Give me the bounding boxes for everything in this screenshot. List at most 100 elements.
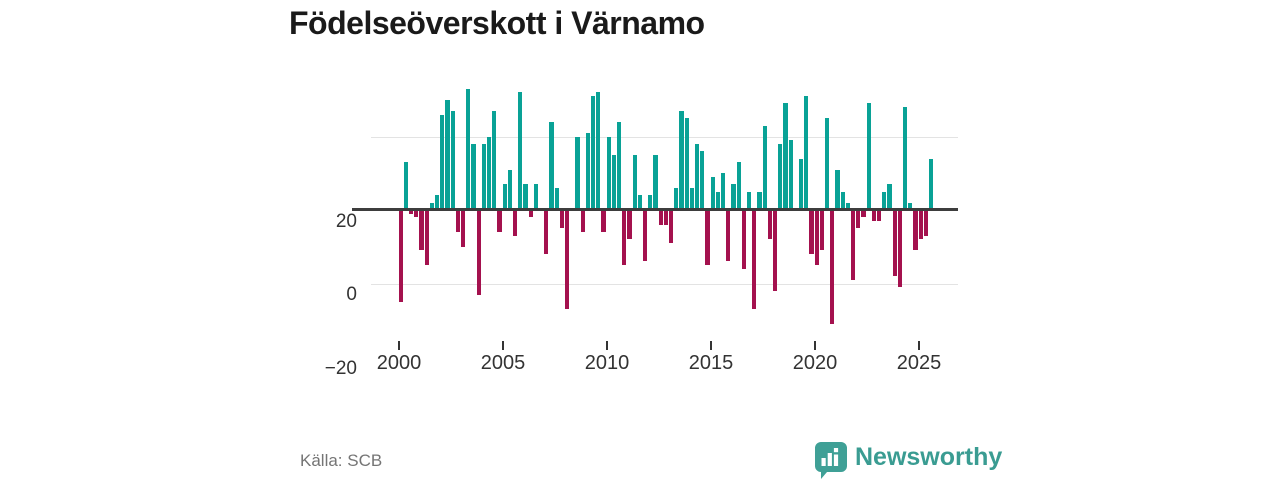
bar-2001-q1 — [419, 210, 424, 251]
bar-2018-q1 — [772, 210, 778, 291]
bar-2022-q2 — [861, 210, 866, 218]
bar-2009-q2 — [590, 96, 596, 210]
bar-2007-q3 — [554, 188, 559, 210]
x-tick-2020 — [814, 341, 816, 350]
bar-2021-q2 — [840, 191, 845, 210]
x-tick-label-2005: 2005 — [480, 352, 526, 374]
bar-2001-q4 — [434, 195, 440, 210]
bar-2006-q1 — [523, 184, 528, 210]
x-tick-2005 — [502, 341, 504, 350]
speech-bubble-chart-icon — [815, 442, 847, 479]
bar-2022-q3 — [866, 103, 871, 210]
bar-2004-q4 — [497, 210, 502, 232]
bar-2023-q4 — [892, 210, 897, 277]
bar-2004-q1 — [481, 143, 486, 210]
bar-2020-q1 — [814, 210, 819, 266]
bar-2019-q4 — [809, 210, 814, 255]
bar-2011-q3 — [637, 195, 642, 210]
bar-2015-q2 — [715, 191, 720, 210]
bar-2001-q3 — [429, 202, 434, 210]
bar-2024-q1 — [897, 210, 902, 288]
bar-2000-q1 — [398, 210, 403, 302]
bar-2007-q1 — [544, 210, 549, 255]
bar-2021-q3 — [845, 202, 850, 210]
x-tick-label-2025: 2025 — [896, 352, 942, 374]
bar-2014-q4 — [705, 210, 710, 266]
bar-2013-q3 — [679, 110, 684, 210]
bar-2014-q3 — [700, 151, 705, 210]
bar-2013-q2 — [674, 188, 679, 210]
bar-2016-q1 — [731, 184, 736, 210]
bar-2000-q3 — [408, 210, 414, 214]
bar-2011-q2 — [632, 154, 637, 210]
bar-2025-q2 — [923, 210, 928, 236]
y-axis-label-−20: −20 — [324, 358, 357, 379]
bar-2001-q2 — [424, 210, 429, 266]
bar-2024-q2 — [902, 107, 908, 210]
bar-2013-q1 — [668, 210, 674, 244]
bar-2024-q3 — [908, 202, 913, 210]
bar-2010-q4 — [622, 210, 627, 266]
x-tick-label-2015: 2015 — [688, 352, 734, 374]
bar-2006-q2 — [528, 210, 533, 218]
bar-2007-q2 — [549, 121, 554, 210]
bar-2014-q2 — [694, 143, 700, 210]
bar-2010-q3 — [616, 121, 622, 210]
bar-2011-q1 — [627, 210, 632, 240]
bar-2025-q1 — [918, 210, 923, 240]
bar-2012-q2 — [653, 154, 658, 210]
bar-2023-q3 — [887, 184, 892, 210]
bar-2019-q3 — [804, 96, 809, 210]
bar-2022-q1 — [856, 210, 861, 229]
zero-axis-line — [352, 208, 958, 211]
bar-2009-q4 — [601, 210, 606, 232]
bar-2020-q4 — [830, 210, 835, 324]
bar-2006-q3 — [533, 184, 538, 210]
bar-2010-q1 — [606, 136, 611, 210]
bar-2004-q3 — [492, 110, 497, 210]
bar-2023-q2 — [882, 191, 887, 210]
bar-2002-q2 — [445, 99, 450, 211]
x-tick-2010 — [606, 341, 608, 350]
chart-area: 20 0 −20 2000 2005 2010 2015 2020 2025 — [325, 85, 958, 379]
bar-2023-q1 — [876, 210, 882, 221]
y-axis-label-0: 0 — [346, 284, 357, 305]
bar-2020-q2 — [819, 210, 824, 251]
bar-2018-q2 — [778, 143, 783, 210]
bar-2021-q1 — [835, 169, 840, 210]
chart-title: Födelseöverskott i Värnamo — [289, 5, 705, 41]
bar-2000-q4 — [414, 210, 419, 218]
bar-2005-q2 — [507, 169, 512, 210]
x-tick-2025 — [918, 341, 920, 350]
bar-2005-q4 — [518, 92, 523, 210]
bar-2000-q2 — [403, 162, 408, 210]
bar-2015-q4 — [726, 210, 731, 262]
bar-2017-q3 — [762, 125, 767, 210]
bar-2012-q4 — [663, 210, 668, 225]
bar-2021-q4 — [850, 210, 856, 280]
bar-2022-q4 — [871, 210, 876, 221]
bar-2025-q3 — [928, 158, 934, 210]
x-tick-2000 — [398, 341, 400, 350]
bar-2008-q4 — [580, 210, 585, 232]
bar-2009-q3 — [596, 92, 601, 210]
bar-2002-q1 — [440, 114, 445, 210]
bar-2016-q4 — [746, 191, 752, 210]
bar-2002-q3 — [450, 110, 455, 210]
bar-2017-q2 — [757, 191, 762, 210]
bar-2018-q4 — [788, 140, 793, 210]
bar-2007-q4 — [559, 210, 564, 229]
newsworthy-wordmark: Newsworthy — [855, 443, 1003, 471]
bar-2010-q2 — [611, 154, 616, 210]
bar-2015-q1 — [710, 176, 715, 210]
bar-2024-q4 — [913, 210, 918, 251]
bar-2012-q3 — [658, 210, 663, 225]
x-tick-2015 — [710, 341, 712, 350]
bar-2016-q2 — [736, 162, 741, 210]
y-axis-label-20: 20 — [335, 211, 357, 232]
bar-2008-q1 — [564, 210, 570, 310]
bar-2019-q2 — [798, 158, 804, 210]
x-tick-label-2000: 2000 — [376, 352, 422, 374]
bar-2009-q1 — [585, 132, 590, 210]
